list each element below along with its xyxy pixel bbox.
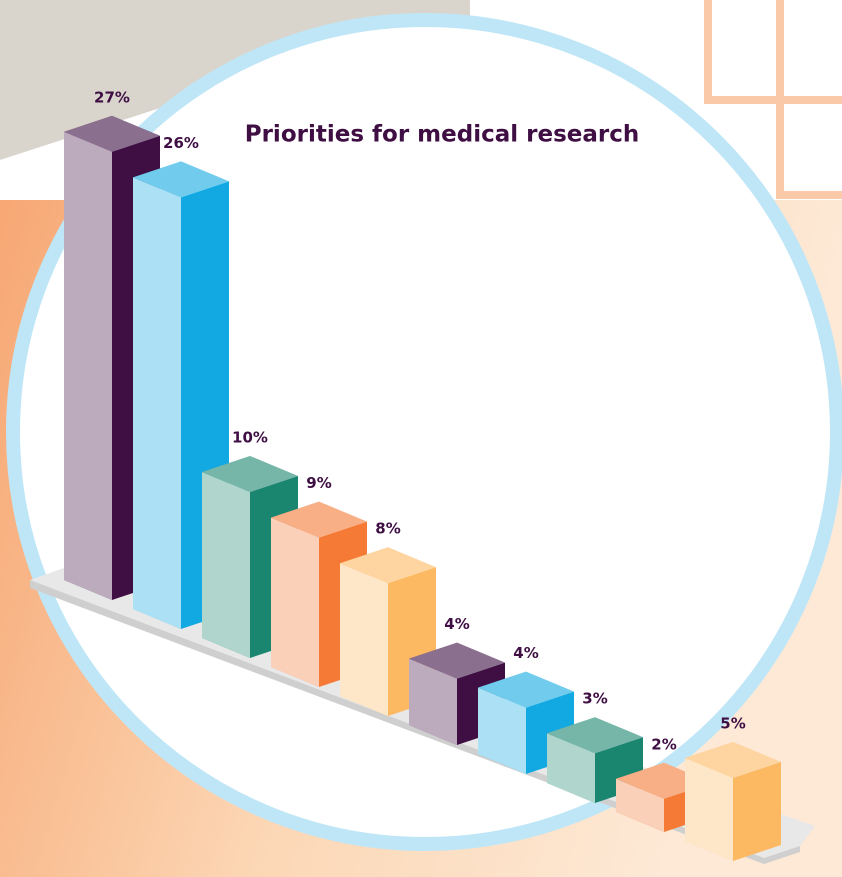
value-label: 8% <box>375 520 400 538</box>
value-label: 5% <box>720 715 745 733</box>
bar-front-tint <box>271 518 319 687</box>
value-label: 2% <box>651 735 676 753</box>
bar-front-tint <box>133 177 181 629</box>
infographic: Priorities for medical research 27% 26% 10… <box>0 0 842 877</box>
bar-front-tint <box>202 472 250 658</box>
value-label: 26% <box>163 134 199 152</box>
value-label: 9% <box>306 474 331 492</box>
value-label: 4% <box>444 615 469 633</box>
bar-front-tint <box>340 563 388 716</box>
bar-front-tint <box>64 132 112 600</box>
value-label: 4% <box>513 644 538 662</box>
value-label: 10% <box>232 429 268 447</box>
chart-title: Priorities for medical research <box>245 122 640 148</box>
value-label: 3% <box>582 690 607 708</box>
bar-side <box>733 762 781 861</box>
value-label: 27% <box>94 88 130 106</box>
